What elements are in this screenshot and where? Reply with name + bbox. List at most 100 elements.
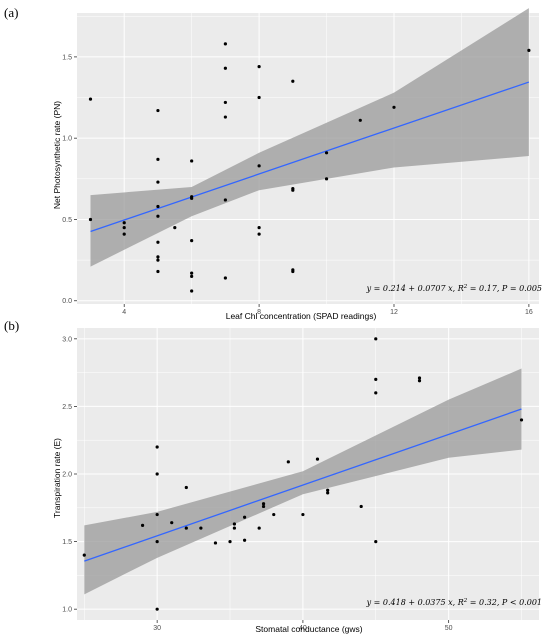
panel-b-label: (b) xyxy=(4,318,19,333)
x-tick-label: 12 xyxy=(390,309,398,316)
data-point xyxy=(326,491,330,495)
y-tick-label: 3.0 xyxy=(62,336,72,343)
data-point xyxy=(184,485,188,490)
data-point xyxy=(359,504,363,509)
data-point xyxy=(243,538,247,542)
panel-b: (b) 30 40 50 1.0 1.5 2.0 2.5 3.0 Stomatal condu… xyxy=(4,318,542,634)
data-point xyxy=(173,225,177,230)
data-point xyxy=(156,269,160,274)
y-tick-label: 0.5 xyxy=(62,217,72,224)
data-point xyxy=(519,418,524,422)
data-point xyxy=(156,204,160,209)
data-point xyxy=(223,66,227,70)
x-tick-label: 8 xyxy=(257,309,261,316)
data-point xyxy=(199,526,203,530)
data-point xyxy=(301,512,305,517)
panel-a-label: (a) xyxy=(4,5,18,20)
data-point xyxy=(324,151,329,155)
data-point xyxy=(417,379,422,383)
x-tick-label: 16 xyxy=(525,309,533,316)
x-axis-title-b: Stomatal conductance (gws) xyxy=(255,624,362,634)
y-tick-label: 1.0 xyxy=(62,607,72,614)
regression-annotation-b: y = 0.418 + 0.0375 x, R2 = 0.32, P < 0.0… xyxy=(366,598,542,607)
regression-line xyxy=(90,81,530,233)
data-point xyxy=(291,269,295,274)
data-point xyxy=(286,460,290,464)
data-point xyxy=(156,214,160,218)
data-point xyxy=(527,48,531,52)
data-point xyxy=(232,526,237,530)
y-tick-label: 0.0 xyxy=(62,298,72,305)
data-point xyxy=(374,539,378,544)
data-point xyxy=(228,539,232,544)
data-point xyxy=(272,512,276,517)
data-point xyxy=(261,502,266,506)
data-point xyxy=(291,188,295,192)
data-point xyxy=(190,289,194,293)
x-axis-title-a: Leaf Chl concentration (SPAD readings) xyxy=(226,311,377,321)
data-point xyxy=(190,238,194,243)
data-point xyxy=(324,177,329,181)
data-point xyxy=(374,337,378,341)
data-point xyxy=(223,115,227,119)
data-point xyxy=(184,526,188,530)
data-point xyxy=(257,95,261,100)
data-point xyxy=(257,232,261,236)
x-tick-label: 40 xyxy=(299,625,307,632)
data-point xyxy=(190,274,194,278)
data-point xyxy=(213,541,218,545)
data-point xyxy=(392,105,396,109)
data-point xyxy=(88,97,93,101)
data-point xyxy=(417,376,422,380)
data-point xyxy=(156,240,160,244)
data-point xyxy=(156,180,160,184)
data-point xyxy=(140,523,145,527)
data-point xyxy=(156,157,160,161)
data-point xyxy=(155,539,159,544)
x-tick-label: 50 xyxy=(445,625,453,632)
y-tick-label: 2.5 xyxy=(62,404,72,411)
data-point xyxy=(122,232,126,236)
data-point xyxy=(223,276,227,280)
data-point xyxy=(122,221,126,225)
data-point xyxy=(122,225,126,230)
data-point xyxy=(88,217,93,222)
y-tick-label: 1.0 xyxy=(62,136,72,143)
data-point xyxy=(257,526,261,530)
data-point xyxy=(374,391,378,395)
regression-annotation-a: y = 0.214 + 0.0707 x, R2 = 0.17, P = 0.0… xyxy=(366,284,542,293)
y-tick-label: 1.5 xyxy=(62,539,72,546)
y-tick-label: 1.5 xyxy=(62,54,72,61)
data-point xyxy=(190,271,194,275)
data-point xyxy=(156,255,160,259)
y-axis-title-b: Transpiration rate (E) xyxy=(52,438,62,518)
data-point xyxy=(261,504,266,509)
data-point xyxy=(156,258,160,262)
confidence-band xyxy=(84,368,522,595)
data-point xyxy=(170,521,174,525)
data-point xyxy=(190,196,194,200)
data-point xyxy=(155,445,159,449)
confidence-band xyxy=(90,8,529,267)
regression-line xyxy=(84,408,522,562)
panel-a: (a) 4 8 12 16 0.0 0.5 1.0 1.5 Leaf Chl concentr… xyxy=(4,5,542,321)
data-point xyxy=(243,515,247,519)
x-tick-label: 4 xyxy=(122,309,126,316)
y-tick-label: 2.0 xyxy=(62,472,72,479)
data-point xyxy=(257,65,261,69)
data-point xyxy=(257,225,261,230)
data-point xyxy=(223,42,227,46)
data-point xyxy=(257,164,261,168)
data-point xyxy=(374,377,378,381)
data-point xyxy=(232,522,237,526)
data-point xyxy=(156,108,160,113)
y-axis-title-a: Net Photosynthetic rate (PN) xyxy=(52,101,62,209)
data-point xyxy=(155,607,159,611)
data-point xyxy=(223,198,227,202)
data-point xyxy=(291,79,295,83)
data-point xyxy=(82,553,86,557)
data-point xyxy=(358,118,362,122)
data-point xyxy=(326,488,330,492)
data-point xyxy=(315,457,320,461)
